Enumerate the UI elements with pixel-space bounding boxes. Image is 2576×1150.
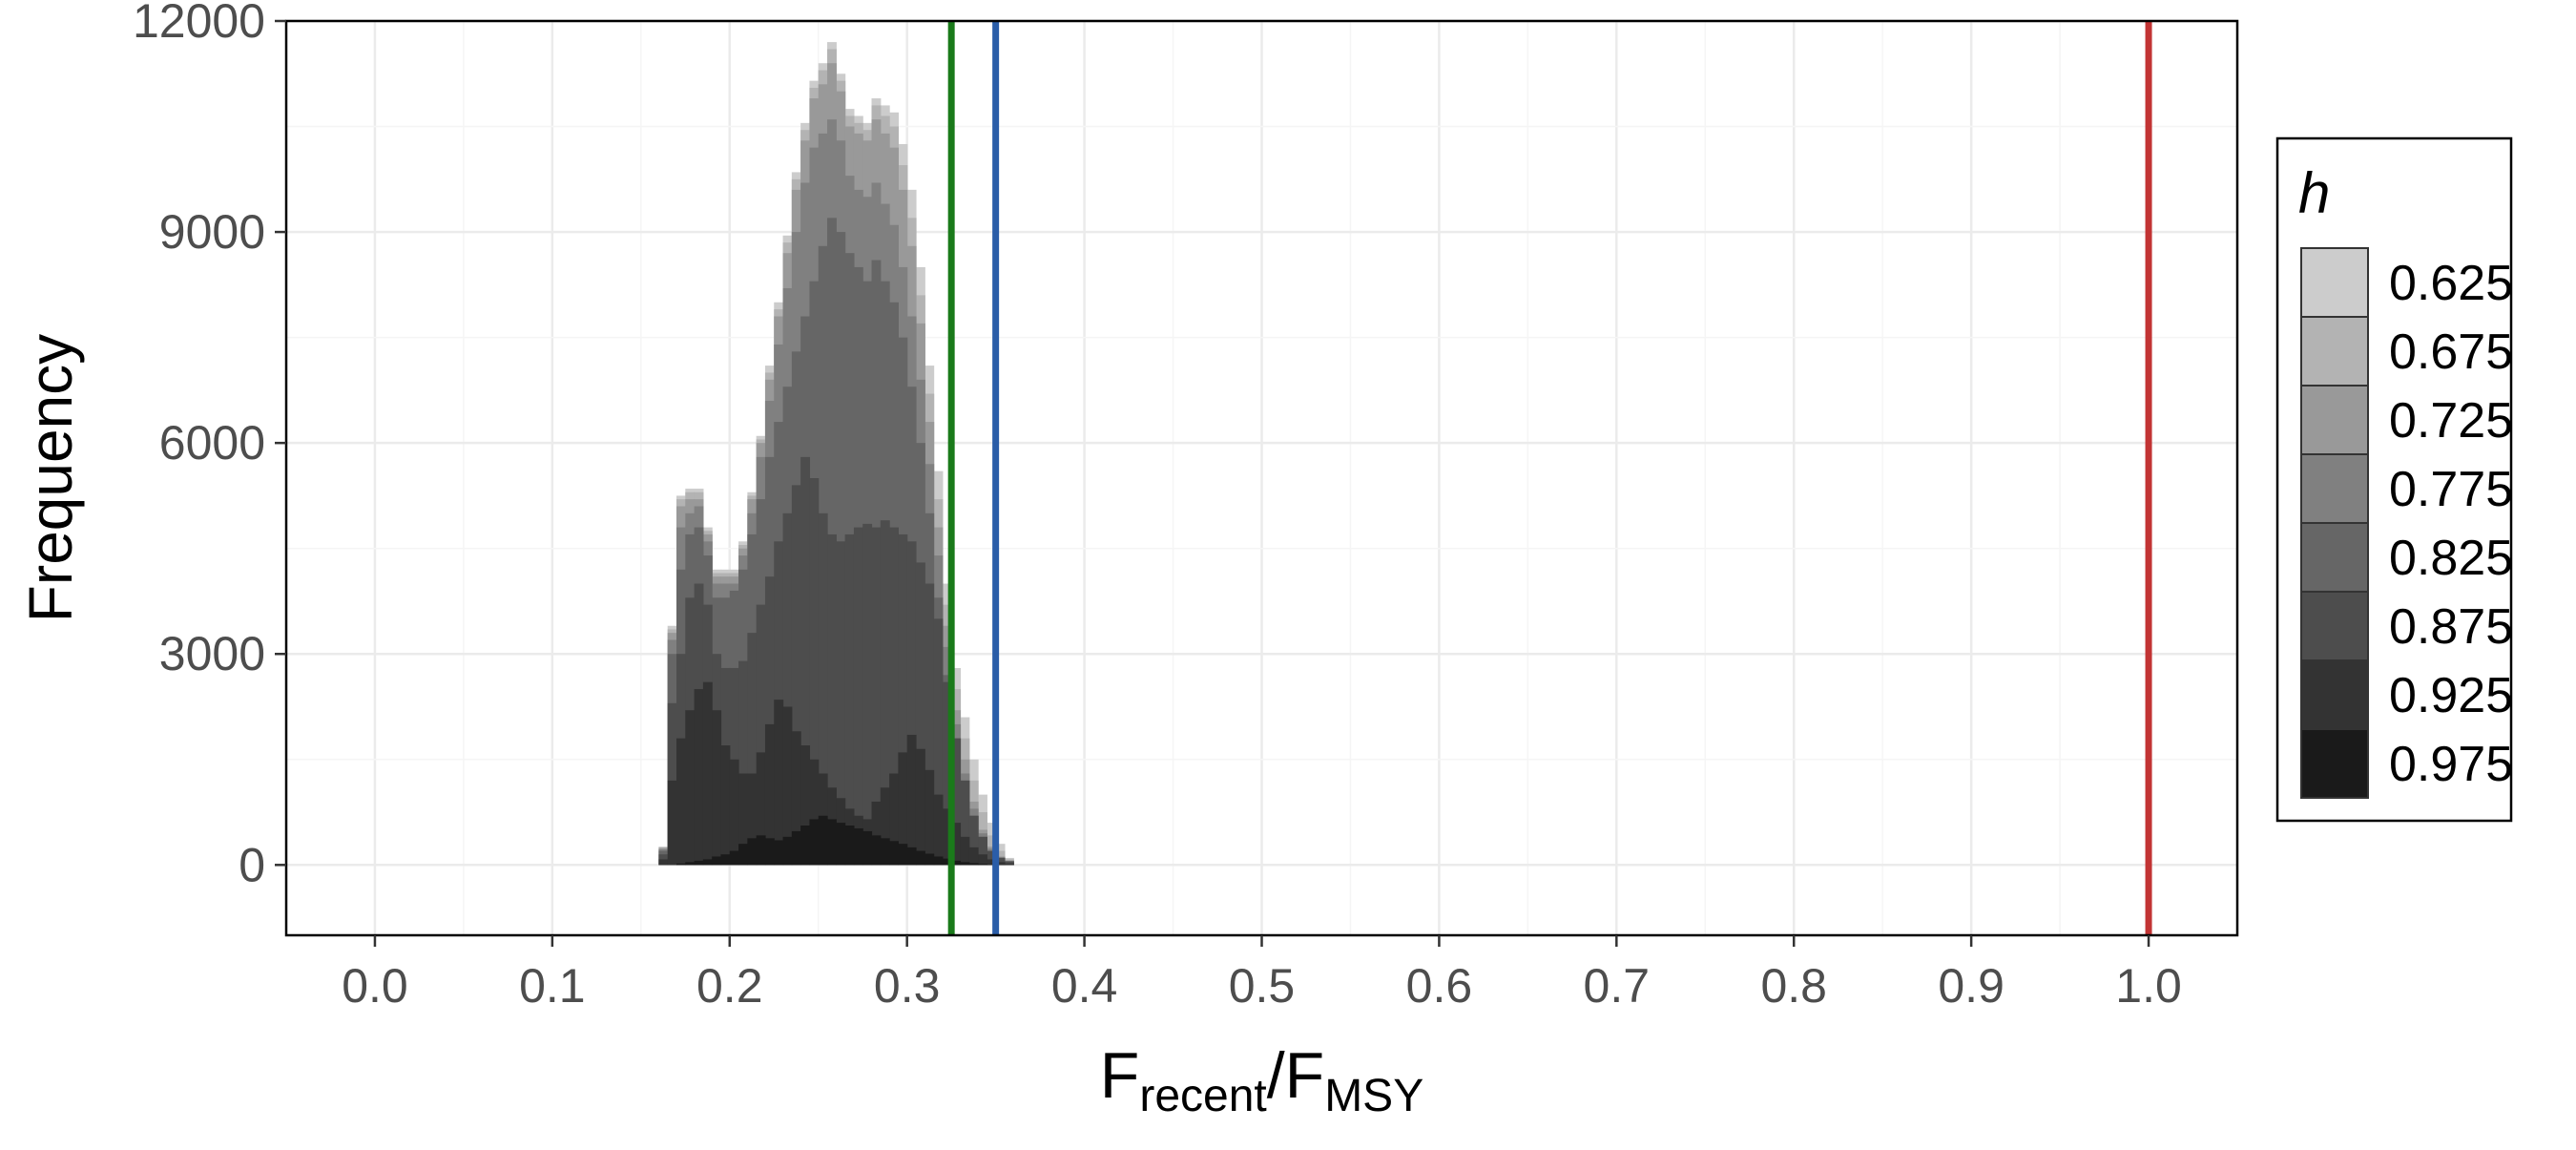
- legend-item-label: 0.975: [2389, 737, 2513, 792]
- histogram-bar-h-0.925: [712, 710, 721, 865]
- histogram-bar-h-0.975: [854, 828, 863, 865]
- histogram-bar-h-0.975: [800, 826, 810, 865]
- histogram-bar-h-0.975: [872, 835, 882, 865]
- x-tick-label: 0.0: [342, 959, 408, 1013]
- histogram-bar-h-0.975: [924, 854, 934, 866]
- histogram-bar-h-0.925: [720, 745, 730, 865]
- histogram-bar-h-0.975: [757, 835, 766, 865]
- histogram-bar-h-0.975: [712, 856, 721, 865]
- histogram-bar-h-0.925: [907, 735, 917, 865]
- y-tick-label: 3000: [159, 627, 265, 680]
- x-tick-label: 0.2: [696, 959, 763, 1013]
- histogram-bar-h-0.975: [916, 851, 925, 866]
- y-axis-label: Frequency: [16, 334, 85, 622]
- x-label-denominator-subscript: MSY: [1324, 1071, 1423, 1121]
- legend-item-label: 0.925: [2389, 668, 2513, 723]
- histogram-bar-h-0.975: [720, 854, 730, 865]
- histogram-bar-h-0.875: [854, 528, 863, 866]
- histogram-bar-h-0.975: [792, 831, 801, 865]
- x-label-slash: /: [1267, 1039, 1285, 1112]
- histogram-bar-h-0.925: [685, 710, 695, 865]
- legend-item-label: 0.675: [2389, 324, 2513, 380]
- histogram-bar-h-0.925: [703, 682, 713, 866]
- histogram-bar-h-0.975: [738, 844, 748, 865]
- histogram-bar-h-0.975: [827, 819, 837, 865]
- x-tick-label: 1.0: [2115, 959, 2182, 1013]
- histogram-bar-h-0.925: [916, 749, 925, 866]
- x-label-numerator: F: [1100, 1039, 1140, 1112]
- legend-key-swatch: [2301, 592, 2368, 660]
- legend-item-label: 0.625: [2389, 256, 2513, 311]
- legend-key-swatch: [2301, 454, 2368, 523]
- y-tick-label: 12000: [133, 0, 265, 48]
- histogram-bar-h-0.975: [685, 862, 695, 865]
- legend-title: h: [2298, 161, 2330, 225]
- histogram-bar-h-0.975: [783, 837, 793, 865]
- histogram-bar-h-0.975: [730, 851, 739, 866]
- legend-item-label: 0.875: [2389, 599, 2513, 655]
- x-tick-label: 0.4: [1051, 959, 1118, 1013]
- histogram-bar-h-0.975: [898, 844, 907, 865]
- legend-item-label: 0.725: [2389, 393, 2513, 449]
- legend-item-label: 0.775: [2389, 462, 2513, 517]
- histogram-bar-h-0.975: [836, 823, 845, 865]
- legend-key-swatch: [2301, 523, 2368, 592]
- histogram-bar-h-0.925: [676, 739, 686, 866]
- x-tick-label: 0.7: [1584, 959, 1651, 1013]
- histogram-bar-h-0.975: [934, 856, 944, 865]
- histogram-bar-h-0.925: [934, 795, 944, 866]
- x-tick-label: 0.3: [874, 959, 941, 1013]
- histogram-bar-h-0.975: [845, 826, 855, 865]
- x-tick-label: 0.6: [1406, 959, 1473, 1013]
- x-tick-label: 0.8: [1760, 959, 1827, 1013]
- histogram-bar-h-0.975: [695, 861, 704, 865]
- histogram-bar-h-0.925: [774, 700, 783, 865]
- histogram-bar-h-0.925: [924, 770, 934, 865]
- legend-key-swatch: [2301, 386, 2368, 454]
- y-tick-label: 0: [239, 838, 265, 891]
- x-tick-label: 0.1: [519, 959, 586, 1013]
- histogram-bar-h-0.925: [978, 854, 987, 865]
- histogram-bar-h-0.975: [969, 863, 979, 865]
- histogram-bar-h-0.975: [819, 816, 828, 866]
- legend-key-swatch: [2301, 729, 2368, 798]
- histogram-bar-h-0.975: [978, 864, 987, 865]
- y-tick-label: 9000: [159, 205, 265, 259]
- histogram-bar-h-0.975: [703, 859, 713, 865]
- y-tick-label: 6000: [159, 416, 265, 470]
- x-label-denominator: F: [1285, 1039, 1325, 1112]
- histogram-bar-h-0.975: [960, 862, 969, 865]
- histogram-bar-h-0.925: [658, 859, 668, 865]
- x-tick-label: 0.9: [1938, 959, 2005, 1013]
- x-label-numerator-subscript: recent: [1139, 1071, 1266, 1121]
- histogram-bar-h-0.925: [730, 760, 739, 866]
- histogram-bar-h-0.975: [809, 819, 819, 865]
- histogram-bar-h-0.925: [969, 847, 979, 865]
- histogram-bar-h-0.925: [668, 781, 677, 865]
- legend-key-swatch: [2301, 248, 2368, 317]
- histogram-bar-h-0.975: [907, 847, 917, 865]
- histogram-bar-h-0.925: [695, 689, 704, 865]
- histogram-bar-h-0.975: [676, 864, 686, 865]
- histogram-bar-h-0.975: [889, 841, 899, 865]
- histogram-bar-h-0.975: [765, 838, 775, 865]
- histogram-bar-h-0.975: [862, 831, 872, 865]
- histogram-bar-h-0.925: [960, 837, 969, 865]
- histogram-bar-h-0.975: [881, 838, 890, 865]
- legend-item-label: 0.825: [2389, 531, 2513, 586]
- histogram-bar-h-0.975: [747, 838, 757, 865]
- legend-key-swatch: [2301, 660, 2368, 729]
- legend: h 0.625 0.675 0.725 0.775 0.825 0.875 0.925 0.9…: [2277, 138, 2513, 821]
- legend-key-swatch: [2301, 317, 2368, 386]
- histogram-bar-h-0.975: [774, 841, 783, 866]
- histogram-bar-h-0.875: [862, 524, 872, 865]
- x-tick-label: 0.5: [1229, 959, 1296, 1013]
- histogram-bar-h-0.925: [1005, 864, 1014, 865]
